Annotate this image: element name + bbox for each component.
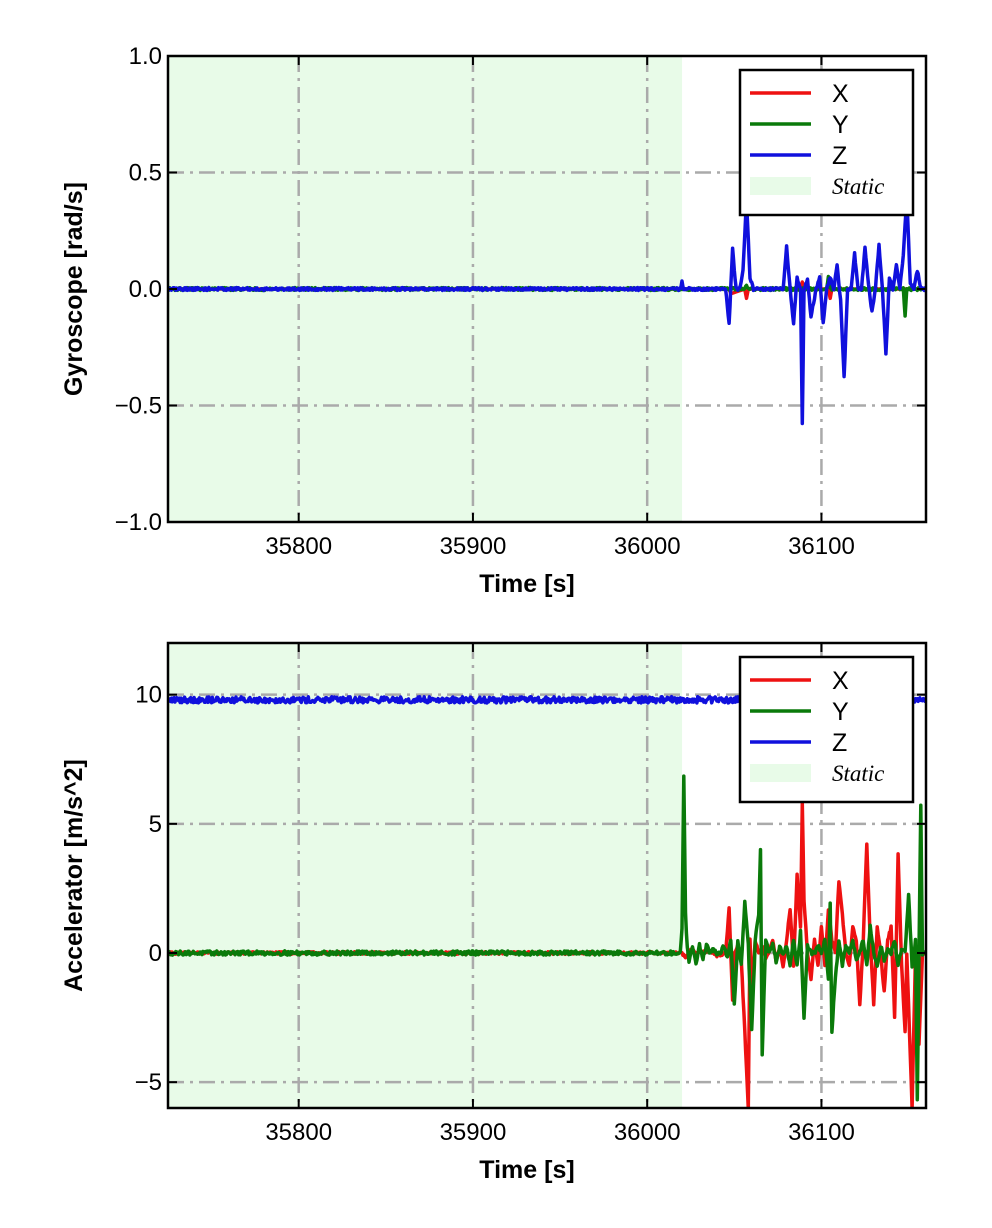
legend-label-z: Z: [832, 142, 847, 170]
static-region: [168, 643, 683, 1108]
x-tick-label: 36000: [614, 1119, 681, 1146]
y-axis-label: Gyroscope [rad/s]: [60, 182, 88, 396]
legend-label-static: Static: [832, 174, 884, 199]
y-tick-label: 0.5: [129, 160, 162, 187]
x-tick-label: 35800: [265, 1119, 332, 1146]
y-tick-label: −0.5: [115, 393, 162, 420]
legend-swatch-static: [750, 177, 811, 195]
legend-label-y: Y: [832, 698, 849, 726]
y-axis-label: Accelerator [m/s^2]: [60, 759, 88, 992]
y-tick-label: −1.0: [115, 509, 162, 536]
legend-swatch-static: [750, 764, 811, 782]
x-axis-label: Time [s]: [479, 1156, 574, 1184]
legend-label-static: Static: [832, 761, 884, 786]
plot-frame: [166, 641, 928, 1110]
x-tick-label: 35900: [440, 533, 507, 560]
legend-label-z: Z: [832, 729, 847, 757]
legend-label-y: Y: [832, 111, 849, 139]
x-tick-label: 35900: [440, 1119, 507, 1146]
y-tick-label: 0: [149, 940, 162, 967]
y-tick-label: 5: [149, 811, 162, 838]
chart-panel-1: 35800 35900 36000 36100 1.0 0.5 0.0 −0.5 −1.0 Tim…: [60, 43, 928, 598]
series-line-y: [168, 774, 926, 1102]
legend-label-x: X: [832, 667, 849, 695]
legend-label-x: X: [832, 80, 849, 108]
x-axis-label: Time [s]: [479, 570, 574, 598]
legend: XYZ Static: [738, 68, 915, 217]
y-tick-label: 0.0: [129, 276, 162, 303]
legend: XYZ Static: [738, 655, 915, 804]
chart-panel-2: 35800 35900 36000 36100 10 5 0 −5 Time [s] Accele…: [60, 641, 928, 1184]
x-tick-label: 36100: [788, 1119, 855, 1146]
x-tick-label: 36100: [788, 533, 855, 560]
y-tick-label: 1.0: [129, 43, 162, 70]
y-tick-label: −5: [135, 1069, 162, 1096]
x-tick-label: 36000: [614, 533, 681, 560]
x-tick-label: 35800: [265, 533, 332, 560]
y-tick-label: 10: [135, 682, 162, 709]
series-line-z: [168, 192, 926, 426]
